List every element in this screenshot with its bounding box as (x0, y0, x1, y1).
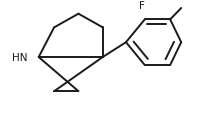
Text: HN: HN (12, 53, 28, 62)
Text: F: F (139, 1, 144, 11)
